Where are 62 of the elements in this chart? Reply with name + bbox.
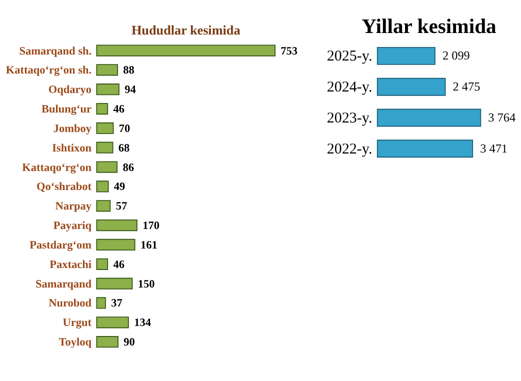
- bar: [96, 142, 114, 154]
- data-label: 46: [113, 258, 125, 271]
- chart-title: Hududlar kesimida: [131, 22, 241, 38]
- y-tick-label: Narpay: [55, 200, 92, 213]
- chart-title: Yillar kesimida: [362, 16, 498, 38]
- y-tick-label: 2025-y.: [326, 48, 372, 65]
- data-label: 88: [123, 64, 135, 77]
- data-label: 3 471: [480, 141, 508, 156]
- bar: [96, 84, 120, 96]
- data-label: 70: [118, 122, 131, 135]
- data-label: 46: [113, 104, 125, 116]
- bar: [96, 238, 136, 251]
- y-tick-label: Nurobod: [48, 298, 92, 310]
- y-tick-label: Kattaqo‘rg‘on: [22, 162, 92, 174]
- data-label: 90: [124, 336, 136, 349]
- data-label: 134: [134, 317, 152, 330]
- bar: [96, 258, 108, 270]
- data-label: 57: [116, 200, 128, 213]
- y-tick-label: Urgut: [62, 317, 92, 330]
- data-label: 2 475: [452, 80, 480, 94]
- y-tick-label: Bulung‘ur: [41, 104, 92, 116]
- bar: [96, 64, 118, 76]
- data-label: 86: [122, 162, 134, 174]
- y-tick-label: Jomboy: [53, 122, 92, 135]
- bar: [96, 297, 106, 309]
- bar: [96, 102, 108, 115]
- y-tick-label: Oqdaryo: [48, 84, 92, 96]
- data-label: 37: [111, 298, 123, 310]
- y-tick-label: 2022-y.: [326, 141, 372, 158]
- y-tick-label: Samarqand: [35, 278, 92, 290]
- y-tick-label: Samarqand sh.: [19, 45, 92, 58]
- data-label: 170: [142, 220, 160, 232]
- data-label: 3 764: [488, 110, 516, 124]
- data-label: 49: [114, 181, 126, 194]
- bar: [96, 219, 138, 232]
- y-tick-label: 2023-y.: [326, 110, 372, 126]
- y-tick-label: Toyloq: [58, 336, 92, 349]
- data-label: 150: [138, 278, 156, 290]
- bar: [96, 161, 118, 173]
- data-label: 68: [118, 142, 130, 154]
- bar: [96, 200, 111, 212]
- data-label: 94: [124, 84, 136, 96]
- y-tick-label: Pastdarg‘om: [30, 239, 92, 252]
- bar: [96, 44, 276, 56]
- data-label: 2 099: [442, 48, 470, 63]
- y-tick-label: 2024-y.: [326, 80, 372, 96]
- bar: [376, 140, 474, 158]
- bar: [376, 78, 446, 96]
- bar: [96, 278, 133, 290]
- data-label: 161: [140, 239, 158, 252]
- bar: [376, 108, 482, 127]
- bar: [96, 180, 109, 192]
- bar: [96, 316, 129, 328]
- y-tick-label: Ishtixon: [52, 142, 92, 154]
- bar: [376, 46, 436, 65]
- data-label: 753: [280, 45, 298, 58]
- y-tick-label: Payariq: [53, 220, 92, 232]
- y-tick-label: Qo‘shrabot: [36, 181, 92, 194]
- y-tick-label: Kattaqo‘rg‘on sh.: [6, 64, 92, 77]
- bar: [96, 336, 118, 348]
- bar: [96, 122, 114, 134]
- y-tick-label: Paxtachi: [50, 258, 92, 271]
